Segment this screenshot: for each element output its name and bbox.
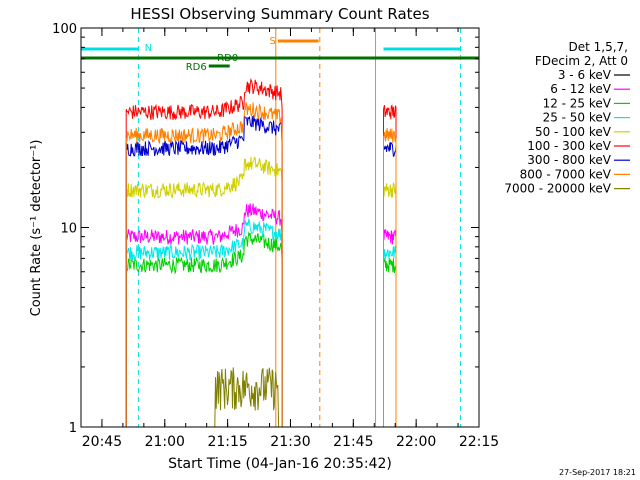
legend-header-fdecim: FDecim 2, Att 0	[535, 54, 628, 68]
series-line-50-100-kev	[125, 156, 283, 427]
rd0-flag-label: RD0	[217, 53, 238, 64]
y-tick-label: 10	[60, 222, 77, 237]
legend-label: 300 - 800 keV	[527, 153, 611, 167]
series-line-7000-20000-kev	[126, 367, 283, 428]
x-tick-label: 20:45	[82, 434, 122, 450]
y-axis-label: Count Rate (s⁻¹ detector⁻¹)	[29, 140, 44, 317]
x-tick-label: 21:45	[333, 434, 373, 450]
x-tick-label: 21:00	[145, 434, 185, 450]
series-line-12-25-kev	[125, 231, 283, 427]
series-line-100-300-kev	[125, 77, 283, 427]
series-line-25-50-kev	[125, 217, 283, 427]
series-line-25-50-kev	[383, 245, 397, 427]
x-tick-label: 22:15	[459, 434, 499, 450]
legend-header-detectors: Det 1,5,7,	[569, 40, 629, 54]
legend-label: 7000 - 20000 keV	[504, 182, 611, 196]
night-flag-label: N	[145, 43, 152, 54]
y-tick-label: 100	[52, 22, 77, 37]
saa-flag-label: S	[270, 36, 276, 47]
series-line-12-25-kev	[383, 257, 397, 427]
axis-ticks: 1 10 100 20:45 21:00 21:15 21:30 21:45 22:00 22:1…	[52, 22, 499, 450]
series-line-100-300-kev	[383, 104, 397, 427]
timestamp: 27-Sep-2017 18:21	[559, 468, 636, 477]
plot-frame	[80, 27, 480, 428]
x-tick-label: 22:00	[396, 434, 436, 450]
x-axis-label: Start Time (04-Jan-16 20:35:42)	[168, 456, 392, 472]
series-line-6-12-kev	[125, 203, 283, 427]
chart-title: HESSI Observing Summary Count Rates	[130, 5, 429, 23]
legend-label: 6 - 12 keV	[550, 82, 612, 96]
legend-label: 3 - 6 keV	[558, 68, 612, 82]
legend-label: 800 - 7000 keV	[520, 167, 612, 181]
y-tick-label: 1	[69, 421, 77, 436]
series-line-300-800-kev	[125, 114, 283, 427]
series-line-800-7000-kev	[383, 128, 397, 427]
series-line-800-7000-kev	[125, 102, 283, 427]
series-line-6-12-kev	[383, 229, 397, 427]
x-tick-label: 21:15	[207, 434, 247, 450]
legend-label: 50 - 100 keV	[535, 125, 612, 139]
series-line-300-800-kev	[383, 141, 397, 427]
legend-label: 25 - 50 keV	[543, 111, 612, 125]
legend-label: 100 - 300 keV	[527, 139, 611, 153]
x-tick-label: 21:30	[270, 434, 310, 450]
legend-label: 12 - 25 keV	[543, 96, 612, 110]
rd6-flag-label: RD6	[186, 62, 207, 73]
plot-area: N S RD0 RD6	[81, 28, 479, 428]
series-line-50-100-kev	[383, 181, 397, 427]
